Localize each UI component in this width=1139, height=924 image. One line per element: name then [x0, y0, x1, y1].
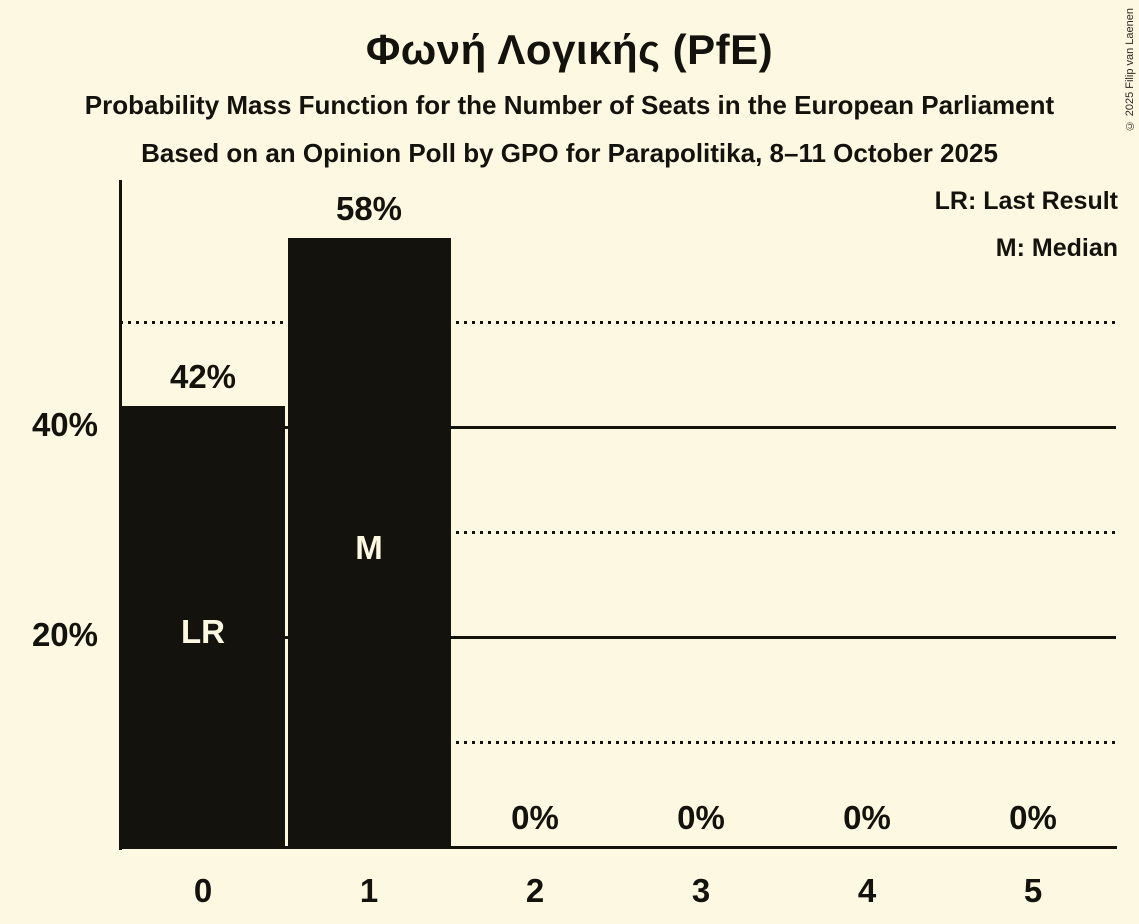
- gridline-solid-40: [120, 426, 1116, 429]
- chart-source-line: Based on an Opinion Poll by GPO for Para…: [141, 138, 998, 168]
- y-tick-label-40: 40%: [31, 406, 98, 443]
- x-tick-label-1: 1: [359, 872, 379, 909]
- bar-value-label-0: 42%: [169, 358, 237, 395]
- gridline-dotted-30: [120, 531, 1116, 534]
- bar-marker-lr: LR: [181, 612, 225, 650]
- bar-0: [121, 406, 285, 847]
- gridline-solid-20: [120, 636, 1116, 639]
- x-tick-label-0: 0: [193, 872, 213, 909]
- bar-marker-m: M: [355, 528, 383, 566]
- gridline-dotted-50: [120, 321, 1116, 324]
- bar-1: [287, 238, 451, 847]
- bar-value-label-5: 0%: [1009, 799, 1057, 836]
- bar-value-label-1: 58%: [335, 190, 403, 227]
- legend-label-last-result: LR: Last Result: [934, 187, 1118, 215]
- x-tick-label-2: 2: [525, 872, 545, 909]
- gridline-dotted-10: [120, 741, 1116, 744]
- chart-title: Φωνή Λογικής (PfE): [365, 26, 774, 73]
- bar-value-label-3: 0%: [677, 799, 725, 836]
- y-axis-line: [119, 180, 122, 850]
- x-tick-label-4: 4: [857, 872, 877, 909]
- legend-label-median: M: Median: [995, 234, 1118, 262]
- x-tick-label-5: 5: [1023, 872, 1043, 909]
- bar-value-label-4: 0%: [843, 799, 891, 836]
- y-tick-label-20: 20%: [31, 616, 98, 653]
- chart-subtitle: Probability Mass Function for the Number…: [84, 90, 1055, 120]
- bar-value-label-2: 0%: [511, 799, 559, 836]
- x-axis-line: [119, 846, 1117, 849]
- x-tick-label-3: 3: [691, 872, 711, 909]
